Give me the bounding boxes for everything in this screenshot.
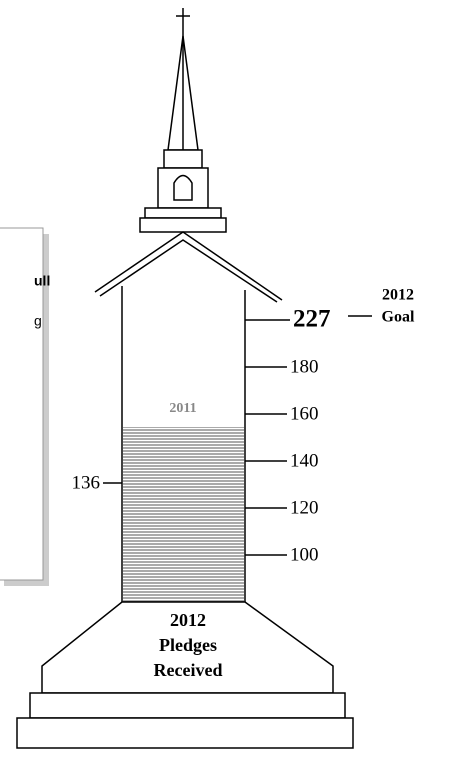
steeple (140, 8, 226, 232)
goal-label: Goal (382, 309, 415, 326)
roof (95, 232, 282, 302)
scale-label: 140 (290, 450, 319, 471)
side-text: g (34, 313, 42, 329)
goal-value: 227 (293, 306, 331, 333)
base-label: 2012 (170, 610, 206, 630)
scale-label: 100 (290, 544, 319, 565)
scale-label: 180 (290, 356, 319, 377)
goal-label: 2012 (382, 287, 414, 304)
scale-label: 120 (290, 497, 319, 518)
base-label: Pledges (159, 635, 217, 655)
current-value: 136 (72, 472, 101, 493)
scale-label: 160 (290, 403, 319, 424)
previous-year-label: 2011 (169, 401, 196, 416)
base-label: Received (154, 660, 223, 680)
side-box: ull g (0, 228, 50, 586)
side-text: ull (34, 273, 50, 289)
page: {"goal": {"value": "227", "label_lines":… (0, 0, 453, 777)
fill-level (123, 427, 244, 602)
pledge-thermometer: ull g 2011 227 2012 Goal 136 180 160 140 12… (0, 0, 453, 777)
